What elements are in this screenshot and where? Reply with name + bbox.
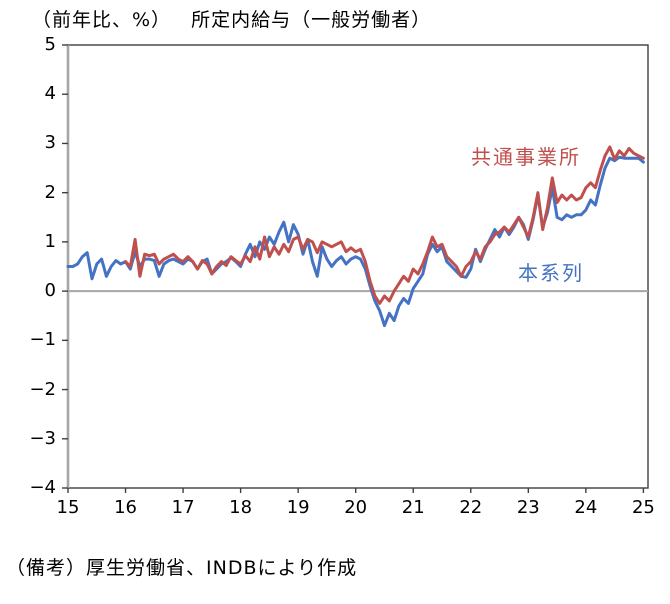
chart-title: （前年比、%） 所定内給与（一般労働者）	[32, 5, 431, 32]
chart-title-text: 所定内給与（一般労働者）	[191, 9, 432, 31]
y-axis-tick-label: −3	[29, 427, 56, 449]
x-axis-tick-label: 18	[229, 497, 253, 518]
y-axis-tick-label: 4	[44, 83, 56, 105]
x-axis-tick-label: 22	[459, 497, 483, 518]
x-axis-tick-label: 15	[56, 497, 80, 518]
series-line-kyotsu-jigyosho	[124, 145, 645, 305]
y-axis-tick-label: −2	[29, 378, 56, 400]
x-axis-tick-label: 21	[401, 497, 425, 518]
y-axis-tick-label: 5	[44, 34, 56, 55]
x-axis-tick-label: 16	[114, 497, 137, 518]
y-axis-tick-label: 1	[44, 230, 56, 252]
y-axis-tick-label: 2	[44, 181, 56, 203]
series-line-honkeiretsu	[66, 155, 645, 328]
source-note: （備考）厚生労働省、INDBにより作成	[6, 557, 358, 579]
legend-label-honkeiretsu: 本系列	[518, 261, 584, 285]
y-axis-tick-label: −1	[29, 329, 56, 351]
x-axis-tick-label: 17	[171, 497, 195, 518]
y-axis-tick-label: 3	[44, 132, 56, 154]
x-axis-tick-label: 20	[344, 497, 368, 518]
x-axis-tick-label: 23	[516, 497, 540, 518]
chart-unit-label: （前年比、%）	[32, 9, 172, 31]
y-axis-tick-label: −4	[29, 477, 56, 498]
legend-label-kyotsu-jigyosho: 共通事業所	[471, 145, 581, 169]
x-axis-tick-label: 19	[286, 497, 310, 518]
x-axis-tick-label: 24	[574, 497, 598, 518]
y-axis-tick-label: 0	[44, 280, 56, 302]
x-axis-tick-label: 25	[631, 497, 655, 518]
